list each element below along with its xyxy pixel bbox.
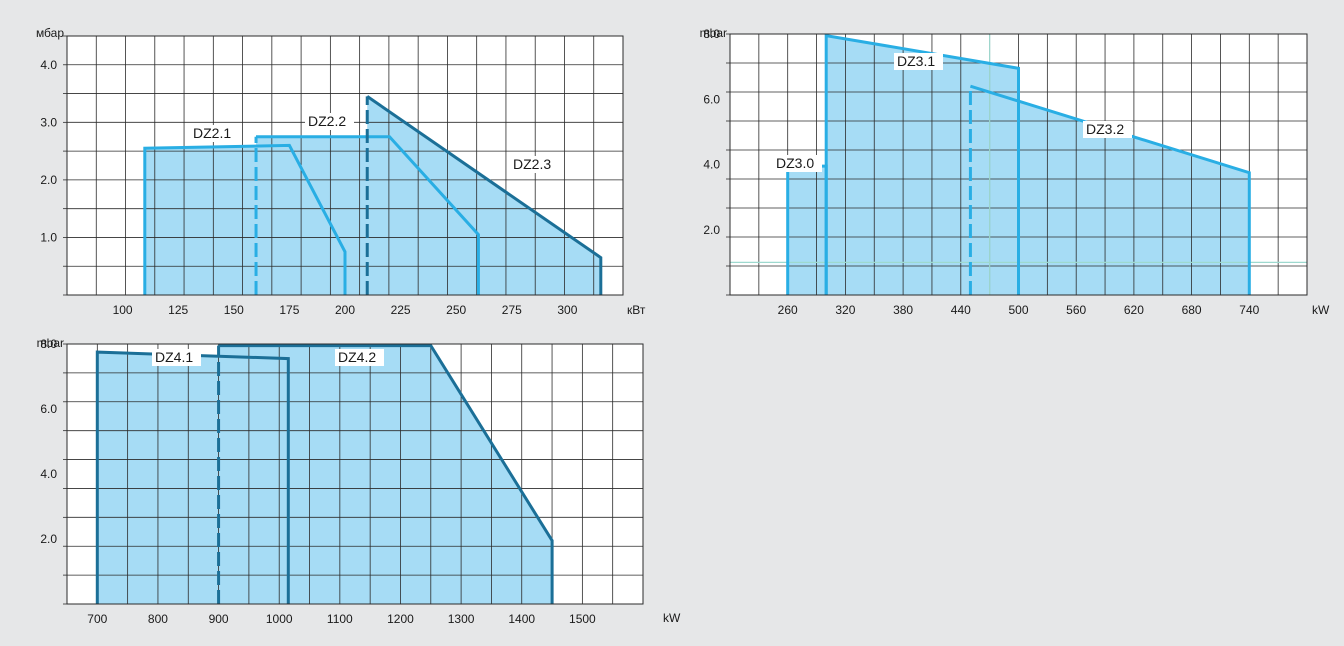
- series-label-background: [894, 53, 943, 70]
- x-tick-label: 700: [87, 612, 107, 626]
- series-label-background: [152, 349, 201, 366]
- y-axis-unit-label: мбар: [36, 26, 64, 40]
- series-fill-dz2.3: [367, 96, 601, 296]
- y-tick-label: 3.0: [40, 115, 57, 129]
- series-outline-dz2.1: [143, 143, 347, 295]
- chart-2: DZ3.0 DZ3.1 DZ3.2 260 320 380 440 500 560 620 680 7…: [700, 26, 1330, 317]
- plot-frame: [729, 33, 1308, 296]
- x-tick-label: 680: [1182, 303, 1202, 317]
- chart-1: DZ2.1 DZ2.2 DZ2.3 100 125 150 175 200 225 250 275 3…: [36, 26, 646, 317]
- series-fill-dz4.2: [218, 345, 553, 604]
- plot-frame: [66, 35, 624, 296]
- x-tick-label: 740: [1239, 303, 1259, 317]
- x-tick-label: 300: [557, 303, 577, 317]
- series-fill-dz3.0: [787, 166, 827, 295]
- series-label-dz2.3: DZ2.3: [510, 156, 559, 173]
- y-tick-label: 2.0: [40, 532, 57, 546]
- x-tick-label: 100: [113, 303, 133, 317]
- plot-frame: [66, 343, 644, 605]
- x-tick-label: 200: [335, 303, 355, 317]
- x-axis-unit-label: кВт: [627, 303, 646, 317]
- series-outline-dz4.2: [218, 344, 554, 604]
- series-label-background: [190, 125, 239, 142]
- x-tick-label: 1200: [387, 612, 414, 626]
- x-tick-label: 1100: [327, 612, 353, 626]
- y-axis-unit-label: mbar: [37, 336, 64, 350]
- y-tick-label: 1.0: [40, 230, 57, 244]
- series-outline-dz2.2: [256, 135, 480, 295]
- x-tick-label: 260: [778, 303, 798, 317]
- y-tick-label: 8.0: [703, 27, 720, 41]
- chart-3: DZ4.1 DZ4.2 700 800 900 1000 1100 1200 1300 1400 1…: [37, 336, 681, 626]
- x-tick-label: 1000: [266, 612, 293, 626]
- series-label-dz2.2: DZ2.2: [305, 113, 354, 130]
- y-tick-label: 6.0: [40, 402, 57, 416]
- series-outline-dz3.1: [824, 33, 1020, 295]
- series-label-dz4.1: DZ4.1: [152, 349, 201, 366]
- series-label-text: DZ4.1: [155, 349, 193, 365]
- x-tick-label: 440: [951, 303, 971, 317]
- x-tick-label: 500: [1008, 303, 1028, 317]
- series-label-dz4.2: DZ4.2: [335, 349, 384, 366]
- x-tick-label: 275: [502, 303, 522, 317]
- y-tick-label: 2.0: [703, 223, 720, 237]
- grid: [63, 35, 624, 296]
- y-tick-label: 6.0: [703, 92, 720, 106]
- series-label-text: DZ3.1: [897, 53, 935, 69]
- x-tick-label: 900: [209, 612, 229, 626]
- x-tick-label: 150: [224, 303, 244, 317]
- x-axis-unit-label: kW: [663, 611, 681, 625]
- x-tick-label: 250: [446, 303, 466, 317]
- series-label-background: [510, 156, 559, 173]
- x-tick-label: 1400: [508, 612, 535, 626]
- x-tick-label: 620: [1124, 303, 1144, 317]
- x-tick-label: 560: [1066, 303, 1086, 317]
- y-tick-label: 4.0: [703, 158, 720, 172]
- series-label-text: DZ2.2: [308, 113, 346, 129]
- x-tick-label: 320: [835, 303, 855, 317]
- series-fill-dz3.2: [970, 86, 1250, 295]
- series-label-text: DZ4.2: [338, 349, 376, 365]
- series-outline-dz3.2: [969, 84, 1251, 295]
- x-tick-label: 175: [279, 303, 299, 317]
- x-tick-label: 1500: [569, 612, 596, 626]
- series-label-dz3.2: DZ3.2: [1083, 121, 1132, 138]
- x-axis-unit-label: kW: [1312, 303, 1330, 317]
- y-tick-label: 4.0: [40, 58, 57, 72]
- y-tick-label: 8.0: [40, 337, 57, 351]
- y-tick-label: 2.0: [40, 173, 57, 187]
- series-label-dz3.0: DZ3.0: [773, 155, 822, 172]
- x-tick-label: 225: [391, 303, 411, 317]
- series-label-background: [1083, 121, 1132, 138]
- series-label-text: DZ2.1: [193, 125, 231, 141]
- y-axis-unit-label: mbar: [700, 26, 727, 40]
- series-label-background: [305, 113, 354, 130]
- x-tick-label: 380: [893, 303, 913, 317]
- series-label-dz3.1: DZ3.1: [894, 53, 943, 70]
- series-label-dz2.1: DZ2.1: [190, 125, 239, 142]
- series-label-text: DZ2.3: [513, 156, 551, 172]
- series-label-text: DZ3.2: [1086, 121, 1124, 137]
- x-tick-label: 1300: [448, 612, 475, 626]
- series-label-text: DZ3.0: [776, 155, 814, 171]
- y-tick-label: 4.0: [40, 467, 57, 481]
- series-label-background: [335, 349, 384, 366]
- x-tick-label: 800: [148, 612, 168, 626]
- series-label-background: [773, 155, 822, 172]
- x-tick-label: 125: [168, 303, 188, 317]
- series-outline-dz2.3: [366, 95, 603, 295]
